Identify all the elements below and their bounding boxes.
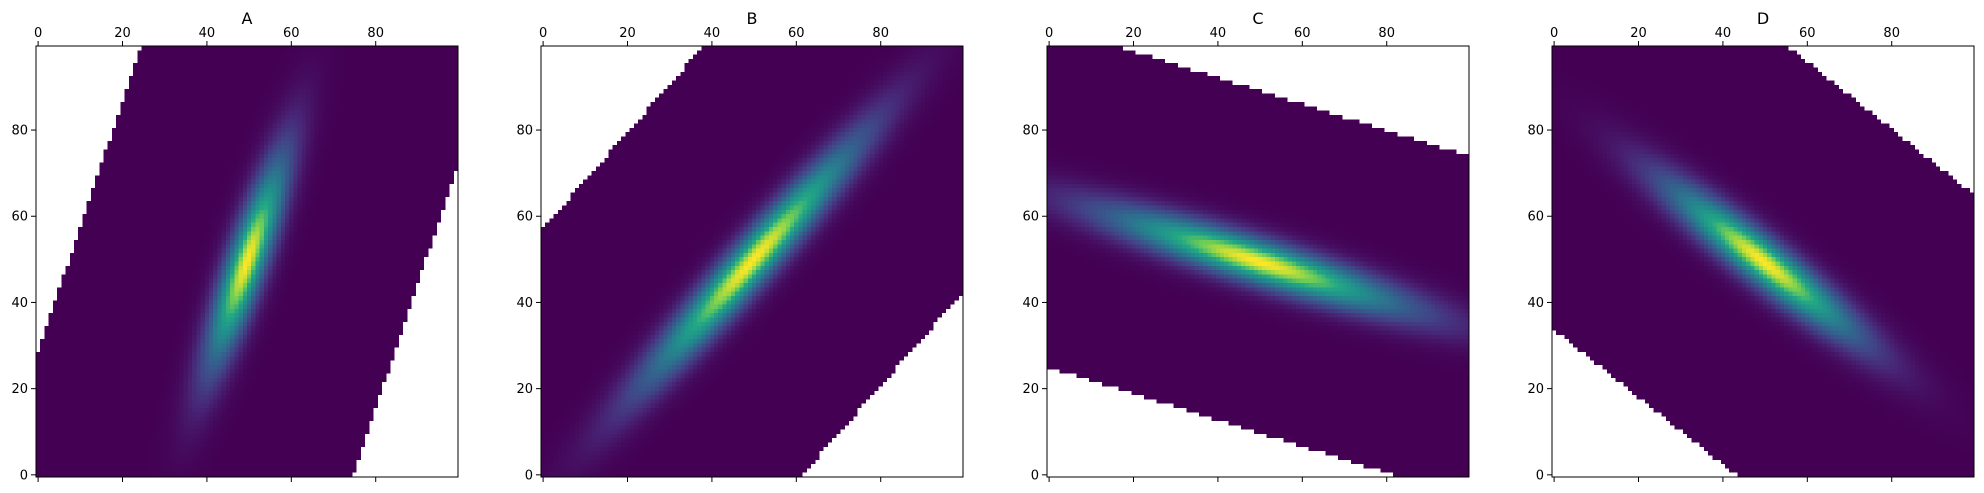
- x-tick-label: 80: [1378, 26, 1395, 41]
- x-tick-label: 20: [114, 26, 131, 41]
- x-tick-label: 40: [704, 26, 721, 41]
- panel-title: A: [242, 9, 253, 28]
- y-tick-label: 60: [11, 210, 28, 225]
- axes-frame: [540, 45, 964, 478]
- y-tick-label: 80: [11, 124, 28, 139]
- y-tick-label: 0: [1536, 468, 1544, 483]
- y-tick-label: 40: [11, 296, 28, 311]
- panel-D: D 0 20 40 60 80 0 20 40 60 80: [1527, 9, 1975, 483]
- y-tick-label: 20: [516, 382, 533, 397]
- axes-frame: [35, 45, 459, 478]
- x-tick-label: 60: [1799, 26, 1816, 41]
- x-tick-label: 20: [1630, 26, 1647, 41]
- x-tick-label: 40: [1210, 26, 1227, 41]
- y-tick-label: 0: [525, 468, 533, 483]
- y-tick-label: 20: [1527, 382, 1544, 397]
- x-tick-label: 0: [539, 26, 547, 41]
- panel-B: B 0 20 40 60 80 0 20 40 60 80: [516, 9, 964, 483]
- panel-C: C 0 20 40 60 80 0 20 40 60 80: [1022, 9, 1470, 483]
- x-tick-label: 60: [788, 26, 805, 41]
- y-tick-label: 20: [1022, 382, 1039, 397]
- y-tick-label: 80: [1527, 124, 1544, 139]
- panel-A: A 0 20 40 60 80 0 20 40 60 80: [11, 9, 459, 483]
- x-tick-label: 20: [1125, 26, 1142, 41]
- x-tick-label: 0: [34, 26, 42, 41]
- x-tick-label: 40: [1715, 26, 1732, 41]
- heatmap-image: [541, 46, 963, 477]
- axes-frame: [1046, 45, 1470, 478]
- y-tick-label: 60: [516, 210, 533, 225]
- y-tick-label: 0: [20, 468, 28, 483]
- y-tick-label: 60: [1527, 210, 1544, 225]
- y-tick-label: 80: [516, 124, 533, 139]
- y-tick-label: 40: [516, 296, 533, 311]
- heatmap-image: [36, 46, 458, 477]
- x-tick-label: 80: [872, 26, 889, 41]
- x-tick-label: 20: [619, 26, 636, 41]
- panel-title: D: [1757, 9, 1769, 28]
- heatmap-image: [1047, 46, 1469, 477]
- x-tick-label: 0: [1045, 26, 1053, 41]
- y-tick-label: 40: [1527, 296, 1544, 311]
- heatmap-image: [1552, 46, 1974, 477]
- x-tick-label: 80: [367, 26, 384, 41]
- panel-title: C: [1252, 9, 1263, 28]
- y-tick-label: 40: [1022, 296, 1039, 311]
- axes-frame: [1551, 45, 1975, 478]
- y-tick-label: 20: [11, 382, 28, 397]
- x-tick-label: 60: [1294, 26, 1311, 41]
- y-tick-label: 60: [1022, 210, 1039, 225]
- panel-title: B: [747, 9, 758, 28]
- x-tick-label: 60: [283, 26, 300, 41]
- x-tick-label: 40: [199, 26, 216, 41]
- y-tick-label: 0: [1031, 468, 1039, 483]
- x-tick-label: 80: [1883, 26, 1900, 41]
- y-tick-label: 80: [1022, 124, 1039, 139]
- x-tick-label: 0: [1550, 26, 1558, 41]
